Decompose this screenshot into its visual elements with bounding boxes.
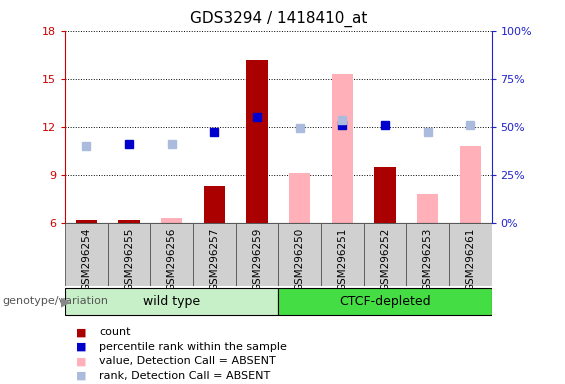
- Text: GSM296259: GSM296259: [252, 228, 262, 291]
- Text: percentile rank within the sample: percentile rank within the sample: [99, 342, 287, 352]
- Text: GSM296261: GSM296261: [465, 228, 475, 291]
- Text: GSM296257: GSM296257: [209, 228, 219, 291]
- Text: GSM296253: GSM296253: [423, 228, 433, 291]
- Text: genotype/variation: genotype/variation: [3, 296, 109, 306]
- Text: count: count: [99, 327, 131, 337]
- Bar: [459, 146, 481, 223]
- Bar: [289, 173, 310, 223]
- Text: wild type: wild type: [143, 295, 200, 308]
- Title: GDS3294 / 1418410_at: GDS3294 / 1418410_at: [190, 10, 367, 26]
- Bar: [321, 223, 364, 286]
- Bar: [279, 223, 321, 286]
- Text: ▶: ▶: [61, 295, 71, 308]
- Bar: [65, 288, 278, 315]
- Bar: [65, 223, 107, 286]
- Bar: [406, 223, 449, 286]
- Text: rank, Detection Call = ABSENT: rank, Detection Call = ABSENT: [99, 371, 270, 381]
- Bar: [246, 60, 268, 223]
- Bar: [193, 223, 236, 286]
- Text: ■: ■: [76, 327, 87, 337]
- Bar: [374, 167, 396, 223]
- Text: GSM296256: GSM296256: [167, 228, 177, 291]
- Bar: [449, 223, 492, 286]
- Bar: [107, 223, 150, 286]
- Text: GSM296252: GSM296252: [380, 228, 390, 291]
- Text: GSM296250: GSM296250: [294, 228, 305, 291]
- Text: CTCF-depleted: CTCF-depleted: [339, 295, 431, 308]
- Text: ■: ■: [76, 371, 87, 381]
- Text: GSM296254: GSM296254: [81, 228, 92, 291]
- Text: GSM296251: GSM296251: [337, 228, 347, 291]
- Bar: [236, 223, 278, 286]
- Text: GSM296255: GSM296255: [124, 228, 134, 291]
- Text: value, Detection Call = ABSENT: value, Detection Call = ABSENT: [99, 356, 276, 366]
- Bar: [118, 220, 140, 223]
- Bar: [161, 218, 182, 223]
- Bar: [279, 288, 492, 315]
- Bar: [150, 223, 193, 286]
- Text: ■: ■: [76, 342, 87, 352]
- Bar: [203, 186, 225, 223]
- Bar: [332, 74, 353, 223]
- Text: ■: ■: [76, 356, 87, 366]
- Bar: [417, 194, 438, 223]
- Bar: [364, 223, 406, 286]
- Bar: [76, 220, 97, 223]
